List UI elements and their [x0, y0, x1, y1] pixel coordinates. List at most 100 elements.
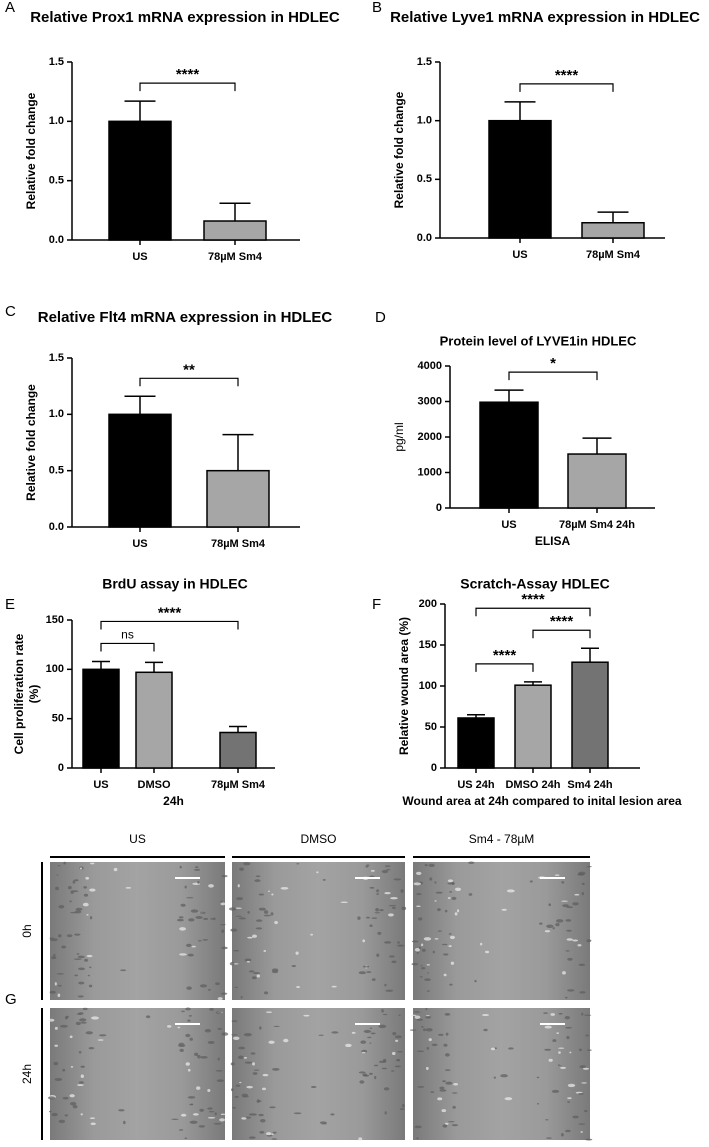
cell — [384, 1111, 387, 1115]
cell — [376, 892, 379, 896]
cell — [233, 949, 239, 952]
cell — [237, 884, 240, 888]
cell — [395, 1039, 399, 1042]
cell — [180, 903, 186, 907]
cell — [381, 1009, 384, 1013]
cell — [377, 931, 382, 935]
chart-title: Relative Prox1 mRNA expression in HDLEC — [30, 9, 340, 26]
cell — [199, 911, 206, 915]
cell — [196, 1086, 201, 1090]
cell — [78, 1051, 82, 1054]
cell — [388, 904, 397, 907]
cell — [187, 1019, 191, 1022]
cell — [361, 1051, 366, 1054]
cell — [454, 887, 462, 891]
cell — [272, 1067, 280, 1071]
row-label: 0h — [20, 924, 34, 937]
cell — [578, 1092, 584, 1095]
cell — [79, 867, 83, 870]
cell — [77, 955, 85, 959]
y-tick-label: 0.0 — [49, 521, 64, 533]
y-tick-label: 2000 — [418, 431, 442, 443]
cell — [456, 909, 460, 913]
cell — [66, 934, 73, 938]
cell — [454, 912, 458, 916]
cell — [424, 978, 431, 981]
y-tick-label: 150 — [46, 614, 64, 626]
cell — [58, 1119, 66, 1124]
cell — [82, 902, 89, 907]
cell — [217, 1057, 220, 1061]
y-axis-label: pg/ml — [392, 422, 406, 451]
bar — [479, 401, 539, 509]
cell — [79, 1018, 87, 1022]
cell — [581, 1082, 588, 1084]
cell — [383, 1087, 390, 1091]
cell — [384, 983, 387, 987]
cell — [578, 1048, 582, 1052]
cell — [186, 986, 192, 990]
cell — [82, 1007, 88, 1011]
cell — [54, 1026, 58, 1030]
cell — [185, 1033, 191, 1038]
cell — [584, 1110, 588, 1113]
y-tick-label: 0.5 — [49, 175, 64, 187]
cell — [369, 886, 375, 889]
cell — [567, 1097, 572, 1100]
cell — [490, 1047, 496, 1051]
y-tick-label: 1000 — [418, 466, 442, 478]
cell — [555, 923, 560, 927]
cell — [424, 864, 428, 867]
cell — [271, 1133, 274, 1135]
cell — [443, 973, 447, 977]
cell — [72, 1105, 78, 1109]
cell — [501, 908, 508, 911]
cell — [426, 964, 431, 966]
y-tick-label: 200 — [419, 598, 437, 610]
cell — [437, 930, 442, 932]
cell — [72, 880, 76, 884]
cell — [381, 870, 389, 874]
cell — [248, 970, 255, 973]
cell — [259, 1026, 262, 1030]
cell — [441, 1109, 447, 1113]
cell — [69, 1094, 75, 1098]
cell — [187, 1068, 191, 1072]
cell — [207, 1089, 211, 1093]
micrograph — [232, 862, 405, 1000]
cell — [99, 1034, 107, 1037]
cell — [493, 1076, 496, 1079]
cell — [369, 924, 373, 928]
cell — [230, 928, 238, 932]
cell — [185, 1007, 191, 1011]
column-label: US — [129, 832, 146, 846]
bar — [82, 668, 120, 769]
x-tick-label: 78µM Sm4 — [208, 251, 263, 263]
panel-label: C — [5, 303, 16, 320]
cell — [63, 861, 66, 865]
cell — [231, 1034, 238, 1036]
cell — [581, 1012, 584, 1016]
cell — [481, 1014, 490, 1017]
cell — [187, 1096, 196, 1099]
cell — [221, 1032, 229, 1036]
cell — [449, 935, 455, 940]
cell — [243, 1032, 252, 1037]
chart-title: BrdU assay in HDLEC — [102, 576, 247, 592]
cell — [367, 1036, 372, 1039]
cell — [221, 992, 228, 995]
cell — [295, 951, 299, 955]
cell — [208, 1111, 215, 1113]
cell — [118, 1109, 125, 1112]
cell — [431, 1043, 438, 1047]
cell — [381, 1067, 388, 1070]
bar — [206, 469, 270, 528]
cell — [61, 945, 67, 949]
cell — [366, 971, 372, 973]
cell — [184, 1137, 188, 1140]
cell — [548, 903, 552, 907]
cell — [345, 1043, 352, 1048]
cell — [363, 1029, 372, 1033]
cell — [369, 1072, 373, 1075]
column-label: DMSO — [301, 832, 337, 846]
